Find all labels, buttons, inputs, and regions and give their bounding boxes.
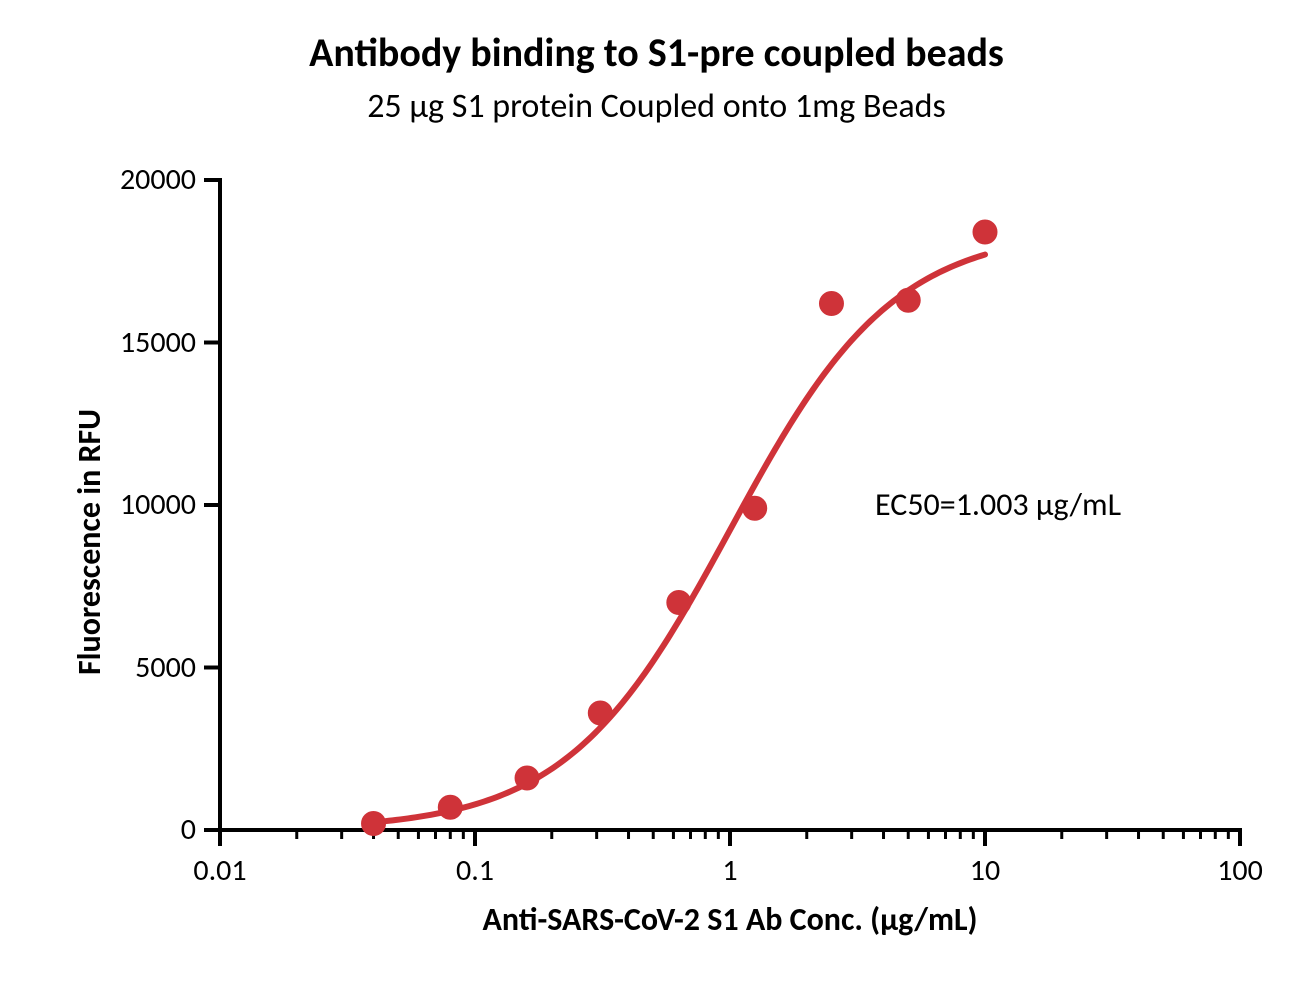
x-tick-label: 1 xyxy=(680,852,780,889)
x-tick-label: 10 xyxy=(935,852,1035,889)
y-tick-label: 5000 xyxy=(135,649,196,686)
y-tick-label: 10000 xyxy=(120,486,196,523)
y-tick-label: 20000 xyxy=(120,161,196,198)
y-tick-label: 15000 xyxy=(120,324,196,361)
x-tick-label: 0.1 xyxy=(425,852,525,889)
y-tick-label: 0 xyxy=(181,811,196,848)
x-tick-label: 100 xyxy=(1190,852,1290,889)
x-tick-label: 0.01 xyxy=(170,852,270,889)
chart-container: Antibody binding to S1-pre coupled beads… xyxy=(0,0,1313,1005)
